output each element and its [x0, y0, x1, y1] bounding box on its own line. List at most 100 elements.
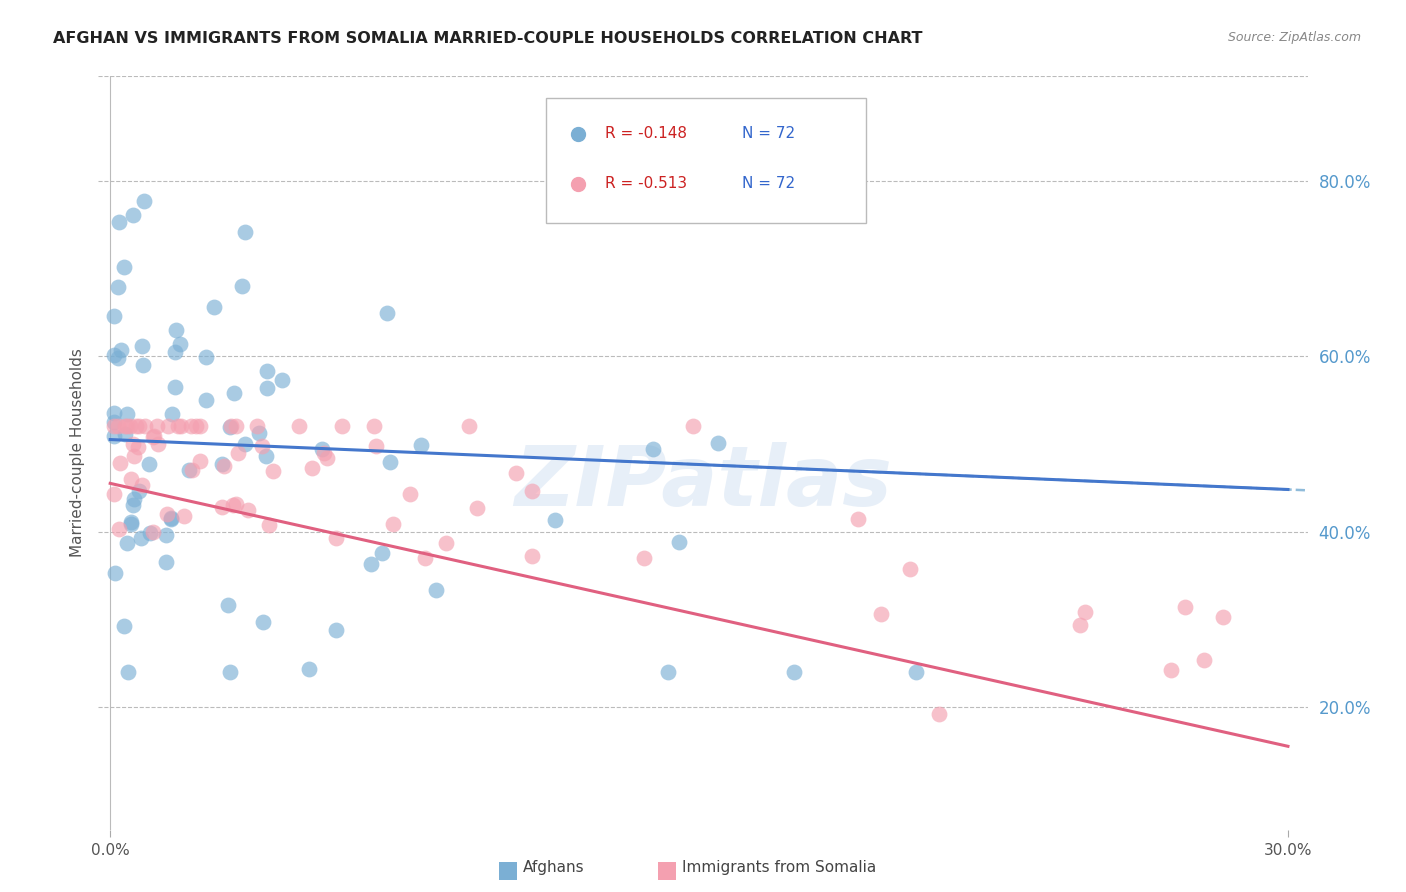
- Point: [364, 440, 387, 454]
- Point: [125, 419, 148, 434]
- Point: [870, 607, 893, 622]
- Point: [117, 665, 139, 679]
- Point: [252, 615, 274, 629]
- Point: [103, 348, 125, 362]
- Point: [217, 598, 239, 612]
- Point: [668, 535, 690, 549]
- Point: [699, 201, 721, 215]
- Point: [103, 406, 125, 420]
- Point: [311, 442, 333, 456]
- Point: [163, 379, 186, 393]
- Point: [107, 351, 129, 365]
- Point: [103, 429, 125, 443]
- Point: [247, 425, 270, 440]
- Point: [235, 225, 257, 239]
- Point: [127, 440, 149, 454]
- Point: [682, 419, 704, 434]
- Point: [173, 509, 195, 524]
- Point: [122, 208, 145, 222]
- Point: [225, 498, 247, 512]
- Text: ZIPatlas: ZIPatlas: [515, 442, 891, 524]
- Point: [904, 665, 927, 679]
- Text: N = 72: N = 72: [742, 127, 794, 141]
- Point: [103, 419, 125, 434]
- Point: [112, 260, 135, 275]
- Point: [195, 392, 218, 407]
- Point: [360, 558, 382, 572]
- Point: [115, 536, 138, 550]
- Point: [898, 562, 921, 576]
- Point: [131, 478, 153, 492]
- Point: [316, 450, 339, 465]
- Point: [288, 419, 311, 434]
- Point: [195, 350, 218, 364]
- Point: [236, 503, 259, 517]
- Point: [110, 343, 132, 358]
- Point: [633, 551, 655, 566]
- Point: [181, 463, 204, 477]
- Point: [219, 665, 242, 679]
- Point: [378, 455, 401, 469]
- Point: [112, 619, 135, 633]
- Point: [330, 419, 353, 434]
- Point: [202, 300, 225, 314]
- Text: Immigrants from Somalia: Immigrants from Somalia: [682, 860, 876, 874]
- Y-axis label: Married-couple Households: Married-couple Households: [69, 348, 84, 558]
- Point: [413, 550, 436, 565]
- Point: [107, 280, 129, 294]
- Point: [160, 512, 183, 526]
- Point: [170, 419, 193, 434]
- Point: [314, 446, 336, 460]
- Point: [928, 706, 950, 721]
- Point: [120, 419, 142, 434]
- Point: [165, 323, 187, 337]
- Point: [457, 419, 479, 434]
- Point: [231, 278, 253, 293]
- Point: [298, 661, 321, 675]
- Point: [103, 486, 125, 500]
- Point: [120, 472, 142, 486]
- Point: [544, 513, 567, 527]
- Point: [188, 419, 211, 434]
- Point: [115, 419, 138, 434]
- Point: [114, 419, 136, 434]
- Point: [783, 665, 806, 679]
- Point: [211, 457, 233, 471]
- Point: [108, 523, 131, 537]
- Point: [121, 499, 143, 513]
- Point: [250, 439, 273, 453]
- Point: [129, 531, 152, 545]
- Point: [382, 517, 405, 532]
- Point: [108, 215, 131, 229]
- Point: [103, 566, 125, 581]
- Text: N = 72: N = 72: [742, 176, 794, 191]
- Point: [411, 438, 433, 452]
- Point: [219, 419, 242, 434]
- Point: [371, 546, 394, 560]
- Point: [657, 665, 679, 679]
- Point: [262, 464, 284, 478]
- Point: [142, 525, 165, 540]
- Point: [1174, 599, 1197, 614]
- Point: [375, 306, 398, 320]
- Point: [1160, 664, 1182, 678]
- Point: [222, 386, 245, 401]
- Point: [128, 419, 150, 434]
- Point: [226, 445, 249, 459]
- Point: [363, 419, 385, 434]
- Point: [142, 430, 165, 444]
- Point: [505, 466, 527, 480]
- Point: [256, 364, 278, 378]
- Text: R = -0.513: R = -0.513: [605, 176, 688, 191]
- Point: [163, 344, 186, 359]
- Point: [134, 194, 156, 208]
- Point: [131, 339, 153, 353]
- Point: [219, 419, 242, 434]
- Point: [1192, 653, 1215, 667]
- Point: [156, 419, 179, 434]
- Point: [325, 623, 347, 637]
- Point: [325, 531, 347, 545]
- Point: [167, 419, 190, 434]
- Point: [121, 437, 143, 451]
- Point: [107, 419, 129, 434]
